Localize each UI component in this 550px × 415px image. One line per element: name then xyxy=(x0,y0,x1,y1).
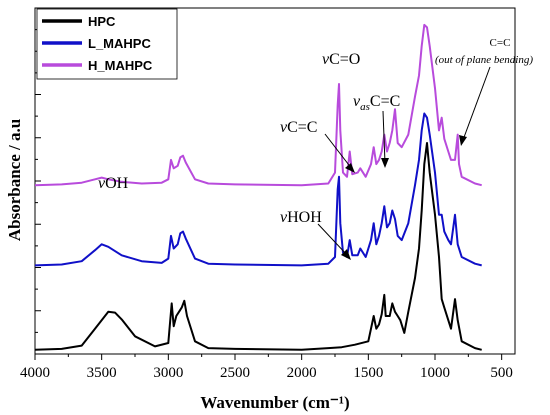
x-axis-title: Wavenumber (cm⁻¹) xyxy=(200,393,349,412)
x-tick-label-1000: 1000 xyxy=(420,365,450,381)
legend-label-h-mahpc: H_MAHPC xyxy=(88,58,153,73)
annotation-vhoh: vHOH xyxy=(280,209,322,226)
legend: HPC L_MAHPC H_MAHPC xyxy=(36,8,178,80)
y-axis-title: Absorbance / a.u xyxy=(5,119,24,241)
annotations: vOH vC=O vasC=C vC=C vHOH C=C (out of pl… xyxy=(98,37,533,260)
annotation-vcc-arrow xyxy=(324,133,353,170)
annotation-vascc-arrow xyxy=(382,110,386,164)
series-layer xyxy=(34,23,482,351)
series-line-l-mahpc xyxy=(34,112,482,267)
x-tick-label-500: 500 xyxy=(490,365,513,381)
x-tick-label-2000: 2000 xyxy=(287,365,317,381)
annotation-vhoh-arrowhead xyxy=(341,249,351,260)
annotation-ccb-arrowhead xyxy=(459,135,467,146)
y-axis-ticks xyxy=(35,7,41,355)
series-line-hpc xyxy=(34,142,482,351)
x-tick-label-3500: 3500 xyxy=(87,365,117,381)
legend-label-l-mahpc: L_MAHPC xyxy=(88,36,151,51)
annotation-ccb-note: (out of plane bending) xyxy=(435,54,533,66)
x-axis-ticks: 4000 3500 3000 2500 2000 1500 1000 500 xyxy=(20,354,513,381)
x-tick-label-4000: 4000 xyxy=(20,365,50,381)
x-tick-label-2500: 2500 xyxy=(220,365,250,381)
annotation-ccb: C=C xyxy=(490,37,511,49)
annotation-vhoh-arrow xyxy=(317,223,349,257)
x-tick-label-3000: 3000 xyxy=(153,365,183,381)
annotation-vco: vC=O xyxy=(322,51,360,68)
annotation-vcc-arrowhead xyxy=(345,163,355,173)
series-line-h-mahpc xyxy=(34,23,482,187)
annotation-vcc: vC=C xyxy=(280,119,317,136)
x-tick-label-1500: 1500 xyxy=(353,365,383,381)
annotation-vascc-arrowhead xyxy=(381,158,389,168)
annotation-vascc: vasC=C xyxy=(353,93,400,113)
annotation-ccb-arrow xyxy=(462,66,491,141)
legend-label-hpc: HPC xyxy=(88,14,116,29)
annotation-voh: vOH xyxy=(98,175,129,192)
